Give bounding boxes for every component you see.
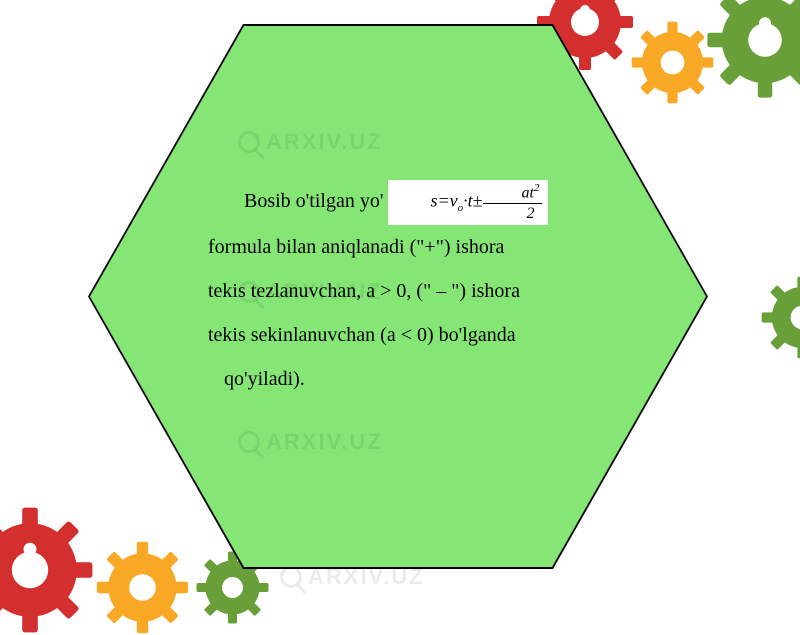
- gear-green-right: [760, 275, 800, 360]
- formula-box: s=vo·t±at22: [388, 180, 548, 225]
- formula-v: v: [450, 191, 458, 211]
- formula-num: at: [522, 184, 534, 201]
- formula-num-sup: 2: [534, 182, 540, 194]
- watermark: ARXIV.UZ: [238, 429, 383, 455]
- text-line-5: qo'yiladi).: [208, 357, 603, 401]
- formula-den: 2: [483, 204, 543, 223]
- hexagon-container: ARXIV.UZ ARXIV.UZ ARXIV.UZ Bosib o'tilga…: [88, 24, 708, 569]
- slide-text-content: Bosib o'tilgan yo' s=vo·t±at22 formula b…: [208, 179, 603, 401]
- running-figure-icon: [759, 17, 771, 46]
- formula-eq: =: [437, 191, 449, 211]
- magnifier-icon: [280, 566, 302, 588]
- watermark-text: ARXIV.UZ: [266, 429, 383, 455]
- magnifier-icon: [238, 131, 260, 153]
- text-prefix: Bosib o'tilgan yo': [244, 190, 383, 212]
- text-line-2: formula bilan aniqlanadi ("+") ishora: [208, 225, 603, 269]
- text-line-1: Bosib o'tilgan yo' s=vo·t±at22: [208, 179, 603, 225]
- watermark: ARXIV.UZ: [238, 129, 383, 155]
- gear-red-bottom-left: [0, 505, 95, 635]
- magnifier-icon: [238, 431, 260, 453]
- text-line-3: tekis tezlanuvchan, a > 0, (" – ") ishor…: [208, 269, 603, 313]
- gear-green-top: [705, 0, 800, 100]
- formula-pm: ±: [473, 191, 483, 211]
- running-figure-icon: [24, 543, 37, 574]
- text-line-4: tekis sekinlanuvchan (a < 0) bo'lganda: [208, 313, 603, 357]
- watermark-text: ARXIV.UZ: [266, 129, 383, 155]
- formula-fraction: at22: [483, 182, 543, 223]
